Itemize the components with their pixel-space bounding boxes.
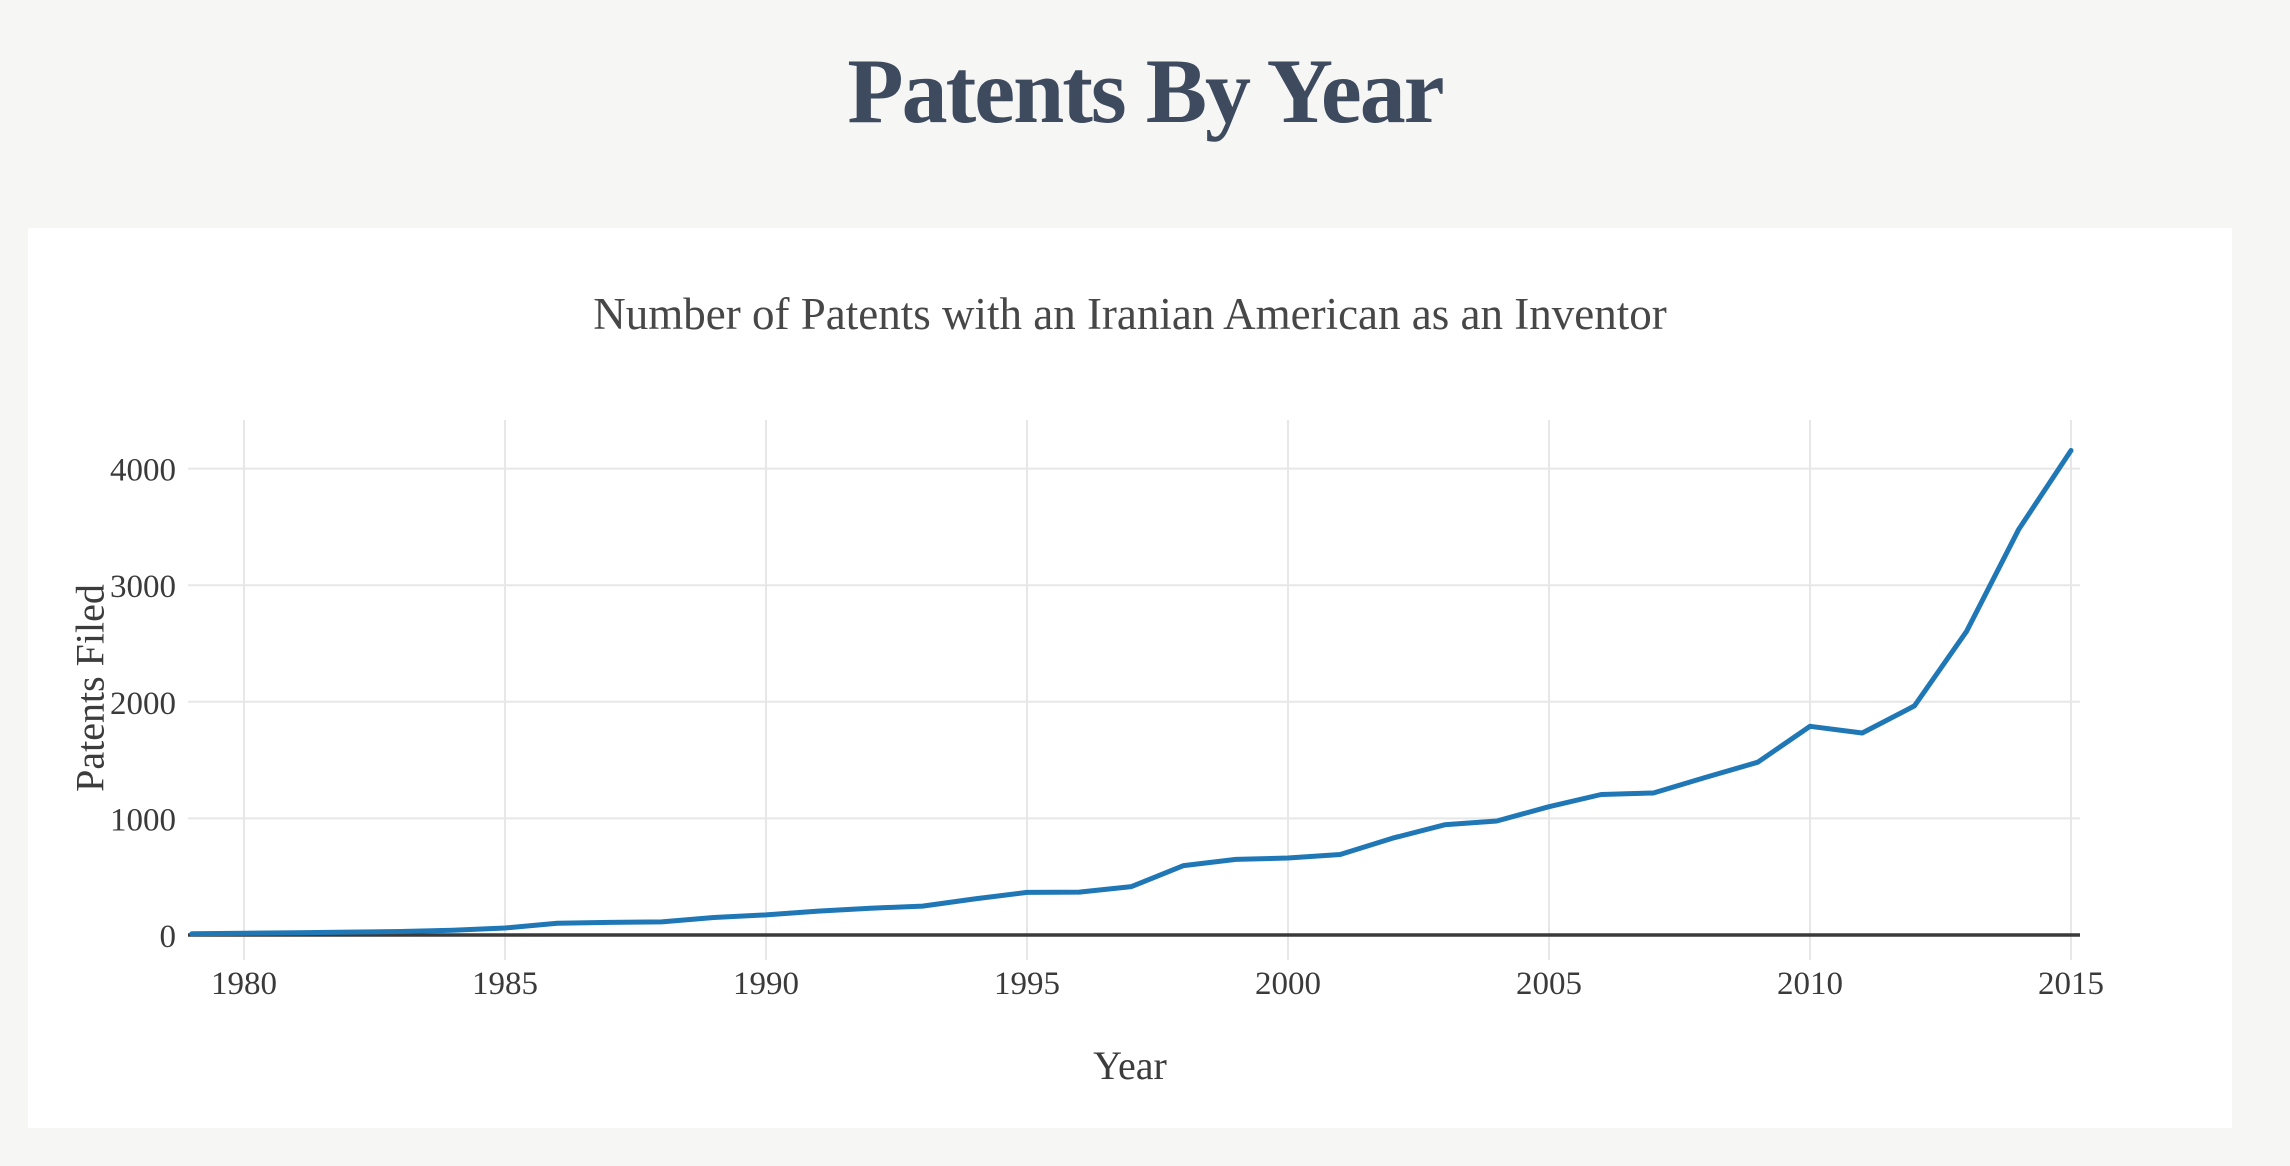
chart-title: Number of Patents with an Iranian Americ… (593, 289, 1667, 339)
y-tick-label: 1000 (110, 802, 176, 838)
y-tick-label: 2000 (110, 686, 176, 722)
x-tick-label: 1985 (472, 966, 538, 1002)
x-tick-label: 1980 (211, 966, 277, 1002)
x-axis-title: Year (1093, 1043, 1167, 1088)
chart-card: Number of Patents with an Iranian Americ… (28, 228, 2232, 1128)
x-tick-label: 2005 (1516, 966, 1582, 1002)
y-axis-title: Patents Filed (67, 584, 113, 792)
x-tick-label: 2015 (2038, 966, 2104, 1002)
chart-area: 1980 1985 1990 1995 2000 2005 2010 2015 0 1000 200… (28, 382, 2232, 1022)
y-tick-label: 0 (160, 919, 177, 955)
x-tick-label: 1990 (733, 966, 799, 1002)
x-tick-label: 2010 (1777, 966, 1843, 1002)
line-chart: 1980 1985 1990 1995 2000 2005 2010 2015 0 1000 200… (110, 420, 2104, 1002)
y-tick-label: 4000 (110, 453, 176, 489)
x-tick-label: 2000 (1255, 966, 1321, 1002)
x-tick-label: 1995 (994, 966, 1060, 1002)
page-title: Patents By Year (847, 40, 1444, 142)
y-tick-label: 3000 (110, 569, 176, 605)
patents-series-line (189, 448, 2074, 937)
